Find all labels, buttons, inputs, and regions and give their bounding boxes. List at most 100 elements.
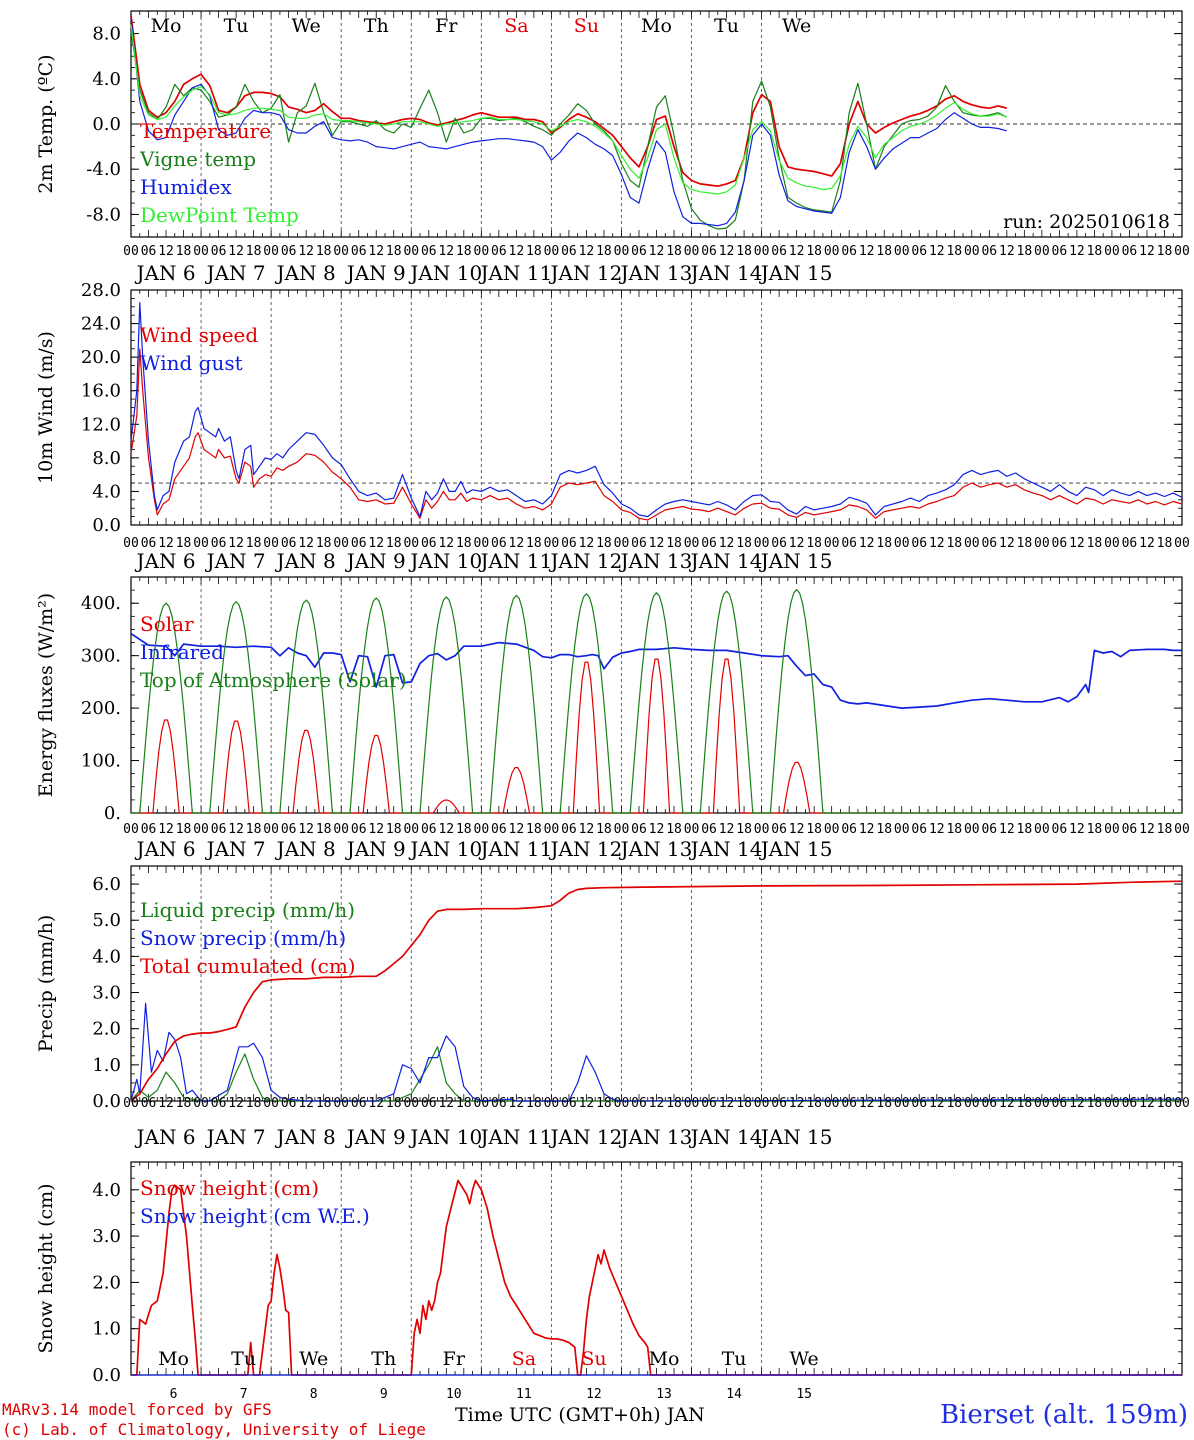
series-line — [130, 31, 1008, 230]
hour-tick-label: 00 — [123, 244, 139, 259]
hour-tick-label: 00 — [474, 1096, 490, 1111]
y-axis-title: Precip (mm/h) — [35, 915, 57, 1053]
weekday-label: Mo — [151, 15, 182, 37]
date-label: JAN 9 — [345, 1125, 406, 1149]
hour-tick-label: 12 — [368, 536, 384, 551]
legend-label: Humidex — [140, 175, 232, 199]
hour-tick-label: 12 — [719, 244, 735, 259]
hour-tick-label: 12 — [649, 536, 665, 551]
weekday-label: Fr — [435, 15, 458, 37]
hour-tick-label: 00 — [684, 536, 700, 551]
hour-tick-label: 12 — [859, 536, 875, 551]
weekday-label: Su — [581, 1348, 606, 1370]
hour-tick-label: 12 — [228, 536, 244, 551]
hour-tick-label: 00 — [1104, 536, 1120, 551]
hour-tick-label: 18 — [1017, 536, 1033, 551]
hour-tick-label: 18 — [596, 1096, 612, 1111]
date-label: JAN 9 — [345, 549, 406, 573]
hour-tick-label: 12 — [368, 822, 384, 837]
hour-tick-label: 06 — [281, 1096, 297, 1111]
day-number-label: 11 — [516, 1387, 532, 1402]
hour-tick-label: 12 — [789, 244, 805, 259]
weekday-label: Tu — [722, 1348, 747, 1370]
hour-tick-label: 12 — [999, 244, 1015, 259]
hour-tick-label: 12 — [649, 822, 665, 837]
weekday-label: Sa — [504, 15, 528, 37]
hour-tick-label: 18 — [736, 1096, 752, 1111]
hour-tick-label: 18 — [526, 244, 542, 259]
y-tick-label: 24.0 — [81, 314, 121, 335]
date-label: JAN 13 — [619, 549, 693, 573]
series-line — [130, 302, 1183, 518]
hour-tick-label: 00 — [263, 244, 279, 259]
date-label: JAN 15 — [759, 1125, 833, 1149]
legend-label: Liquid precip (mm/h) — [140, 898, 355, 922]
hour-tick-label: 12 — [789, 822, 805, 837]
y-tick-label: 4.0 — [92, 1180, 121, 1201]
hour-tick-label: 00 — [544, 536, 560, 551]
hour-tick-label: 00 — [1034, 536, 1050, 551]
y-tick-label: 5.0 — [92, 910, 121, 931]
hour-tick-label: 18 — [946, 1096, 962, 1111]
hour-tick-label: 18 — [666, 244, 682, 259]
series-line — [130, 24, 1008, 195]
y-tick-label: 28.0 — [81, 280, 121, 301]
hour-tick-label: 06 — [1122, 1096, 1138, 1111]
y-tick-label: 3.0 — [92, 983, 121, 1004]
hour-tick-label: 12 — [158, 1096, 174, 1111]
hour-tick-label: 12 — [509, 822, 525, 837]
hour-tick-label: 06 — [141, 822, 157, 837]
legend-label: Total cumulated (cm) — [140, 954, 356, 978]
hour-tick-label: 18 — [1087, 536, 1103, 551]
weekday-label: We — [292, 15, 321, 37]
weekday-label: We — [299, 1348, 328, 1370]
hour-tick-label: 06 — [211, 1096, 227, 1111]
weekday-label: Mo — [649, 1348, 680, 1370]
hour-tick-label: 12 — [509, 536, 525, 551]
date-label: JAN 7 — [205, 261, 266, 285]
hour-tick-label: 18 — [176, 1096, 192, 1111]
y-tick-label: 1.0 — [92, 1055, 121, 1076]
hour-tick-label: 12 — [859, 244, 875, 259]
hour-tick-label: 12 — [158, 244, 174, 259]
hour-tick-label: 06 — [211, 536, 227, 551]
date-label: JAN 6 — [135, 1125, 196, 1149]
hour-tick-label: 12 — [298, 1096, 314, 1111]
hour-tick-label: 12 — [999, 822, 1015, 837]
hour-tick-label: 12 — [1139, 1096, 1155, 1111]
series-line — [130, 17, 1007, 227]
hour-tick-label: 18 — [596, 536, 612, 551]
legend-label: Temperature — [140, 119, 271, 143]
panel-frame — [130, 576, 1183, 814]
hour-tick-label: 12 — [789, 1096, 805, 1111]
hour-tick-label: 18 — [176, 244, 192, 259]
y-tick-label: 4.0 — [92, 946, 121, 967]
y-tick-label: 8.0 — [92, 24, 121, 45]
series-line — [131, 1179, 1182, 1376]
hour-tick-label: 00 — [894, 536, 910, 551]
day-number-label: 7 — [240, 1387, 248, 1402]
hour-tick-label: 18 — [316, 244, 332, 259]
series-line — [130, 880, 1183, 1102]
day-number-label: 9 — [380, 1387, 388, 1402]
hour-tick-label: 06 — [281, 822, 297, 837]
hour-tick-label: 00 — [474, 244, 490, 259]
hour-tick-label: 00 — [614, 244, 630, 259]
hour-tick-label: 12 — [579, 1096, 595, 1111]
model-credit-text: MARv3.14 model forced by GFS — [2, 1400, 272, 1419]
hour-tick-label: 12 — [579, 244, 595, 259]
hour-tick-label: 00 — [684, 1096, 700, 1111]
hour-tick-label: 12 — [438, 244, 454, 259]
date-label: JAN 6 — [135, 837, 196, 861]
date-label: JAN 12 — [549, 261, 623, 285]
weekday-label: Tu — [714, 15, 739, 37]
hour-tick-label: 18 — [736, 244, 752, 259]
hour-tick-label: 06 — [491, 1096, 507, 1111]
hour-tick-label: 18 — [806, 822, 822, 837]
hour-tick-label: 18 — [1157, 1096, 1173, 1111]
hour-tick-label: 06 — [631, 244, 647, 259]
hour-tick-label: 12 — [719, 1096, 735, 1111]
hour-tick-label: 12 — [719, 822, 735, 837]
hour-tick-label: 00 — [403, 244, 419, 259]
hour-tick-label: 18 — [456, 244, 472, 259]
